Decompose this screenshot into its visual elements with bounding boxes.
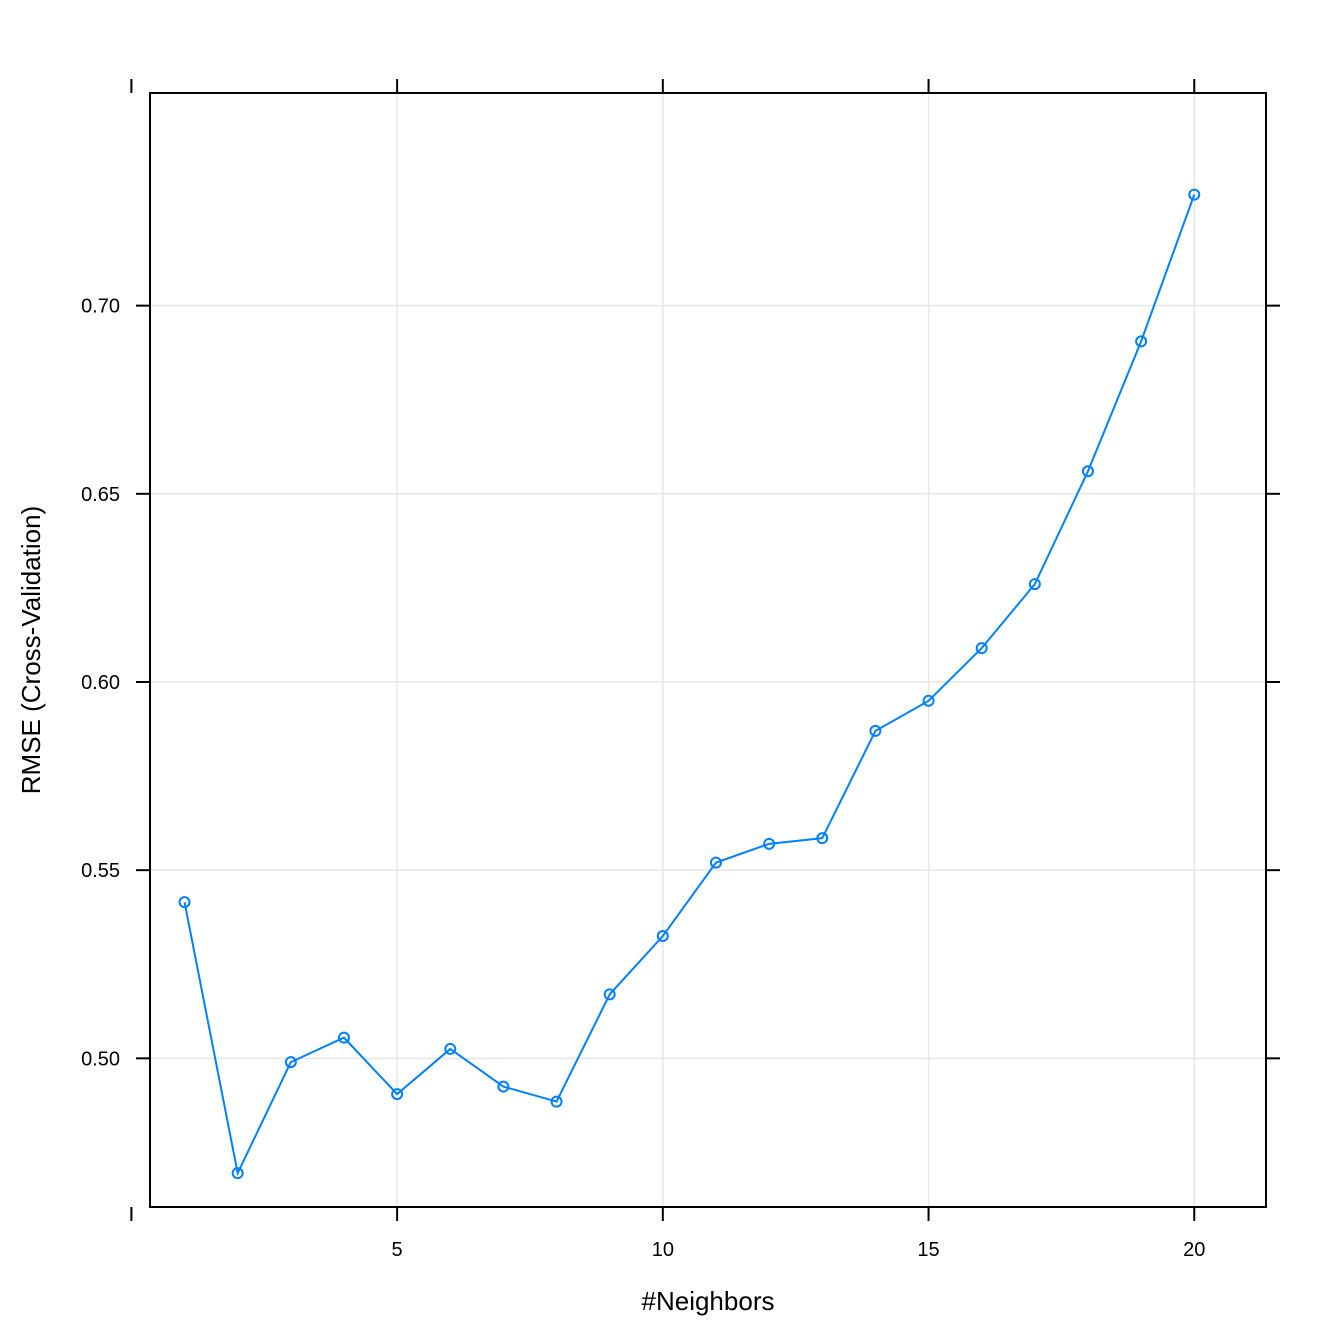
data-point: [497, 1080, 510, 1093]
axis-ticks: [130, 79, 1280, 1221]
data-point: [816, 832, 829, 845]
axis-tick-labels: 5 10 15 20 0.50 0.55 0.60 0.65 0.70: [81, 296, 1205, 1261]
y-tick-label: 0.55: [81, 860, 120, 882]
data-point: [1081, 465, 1094, 478]
data-point: [1028, 578, 1041, 591]
data-point: [975, 642, 988, 655]
data-point: [709, 856, 722, 869]
data-point: [1188, 188, 1201, 201]
grid-lines: [150, 93, 1266, 1207]
data-point: [1135, 335, 1148, 348]
data-point: [391, 1088, 404, 1101]
x-tick-label: 15: [917, 1239, 939, 1261]
plot-frame: [149, 92, 1267, 1208]
data-point: [231, 1167, 244, 1180]
data-point: [603, 988, 616, 1001]
data-point: [922, 694, 935, 707]
data-point: [444, 1042, 457, 1055]
x-tick-label: 5: [392, 1239, 403, 1261]
data-point: [337, 1031, 350, 1044]
data-point: [178, 896, 191, 909]
x-tick-label: 10: [652, 1239, 674, 1261]
data-series: [178, 188, 1201, 1180]
data-point: [550, 1095, 563, 1108]
data-point: [763, 837, 776, 850]
y-tick-label: 0.70: [81, 296, 120, 318]
data-point: [869, 724, 882, 737]
y-axis-title: RMSE (Cross-Validation): [16, 506, 46, 794]
data-point: [284, 1056, 297, 1069]
x-axis-title: #Neighbors: [642, 1286, 775, 1316]
x-tick-label: 20: [1183, 1239, 1205, 1261]
y-tick-label: 0.65: [81, 484, 120, 506]
data-point: [656, 930, 669, 943]
y-tick-label: 0.60: [81, 672, 120, 694]
y-tick-label: 0.50: [81, 1048, 120, 1070]
series-line: [183, 194, 1196, 1177]
